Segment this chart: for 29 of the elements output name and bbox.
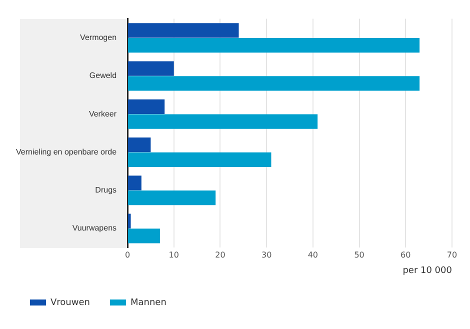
y-tick-label: Verkeer	[88, 109, 117, 118]
bar	[128, 138, 151, 152]
y-tick-label: Vermogen	[80, 33, 117, 42]
bar	[128, 61, 174, 76]
legend-label: Mannen	[130, 298, 166, 308]
x-tick-label: 0	[124, 250, 130, 260]
x-tick-label: 60	[400, 250, 411, 260]
bar	[128, 176, 142, 190]
y-tick-label: Drugs	[95, 186, 117, 195]
bar	[128, 38, 420, 53]
bar	[128, 76, 420, 91]
y-tick-label: Vuurwapens	[72, 224, 117, 233]
x-axis-title: per 10 000	[402, 266, 452, 276]
legend-label: Vrouwen	[50, 298, 90, 308]
bar	[128, 114, 318, 129]
x-tick-label: 50	[354, 250, 364, 260]
x-tick-label: 40	[308, 250, 318, 260]
bar	[128, 99, 165, 114]
y-tick-label: Geweld	[89, 71, 117, 80]
bar	[128, 152, 272, 167]
bar	[128, 214, 131, 228]
y-tick-label: Vernieling en openbare orde	[16, 147, 118, 156]
bar	[128, 190, 216, 206]
x-tick-label: 20	[215, 250, 226, 260]
bar	[128, 228, 160, 244]
x-tick-label: 30	[261, 250, 272, 260]
x-tick-label: 70	[446, 250, 458, 260]
bar	[128, 23, 239, 38]
x-tick-label: 10	[168, 250, 179, 260]
